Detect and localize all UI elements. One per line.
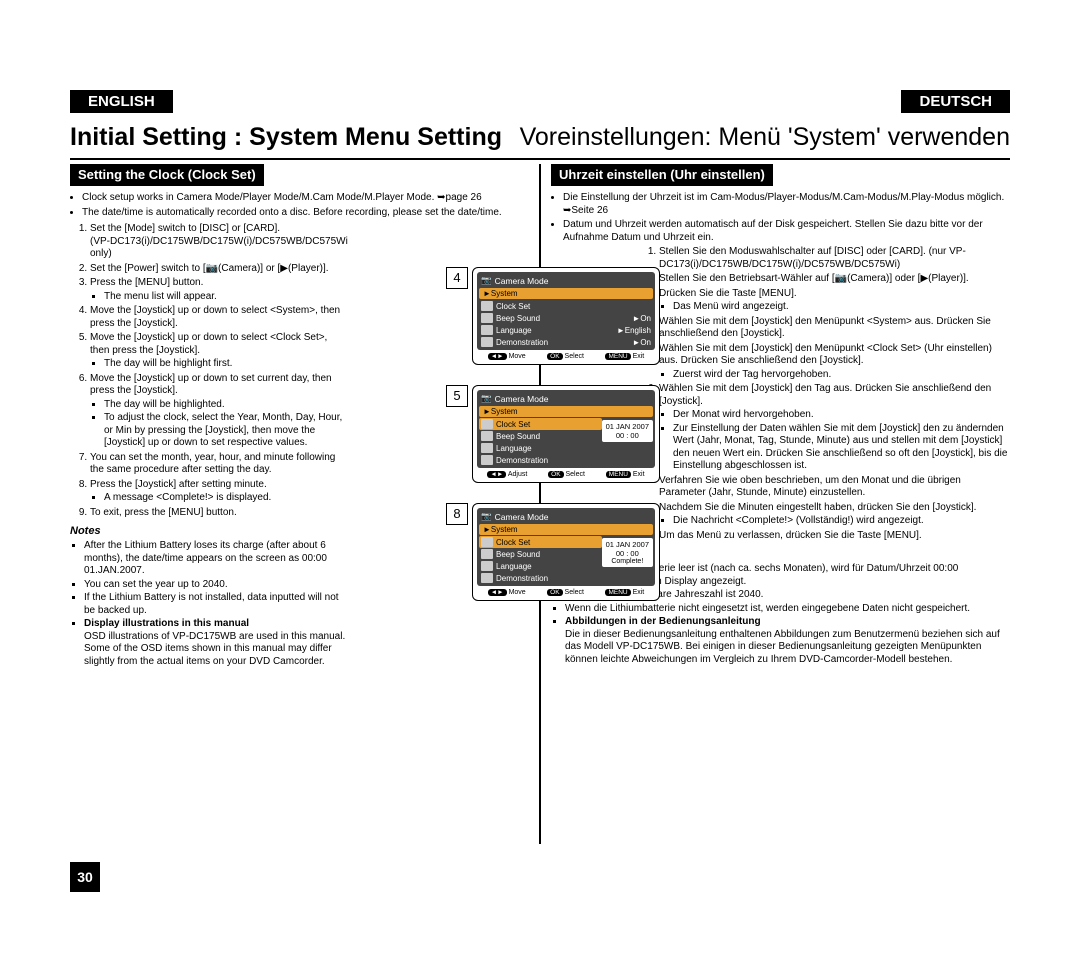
lcd-4: 📷Camera Mode ►System Clock Set Beep Soun… — [472, 267, 660, 365]
en-s5b: The day will be highlight first. — [104, 358, 349, 371]
en-n1: After the Lithium Battery loses its char… — [84, 540, 349, 578]
de-s9a: Um das Menü zu verlassen, drücken Sie di… — [659, 530, 1010, 543]
en-s4a: Move the [Joystick] up or down to select… — [90, 305, 349, 330]
language-header: ENGLISH DEUTSCH — [70, 90, 1010, 113]
de-s3b: Das Menü wird angezeigt. — [673, 301, 1010, 314]
page-titles: Initial Setting : System Menu Setting Vo… — [70, 117, 1010, 160]
en-s3b: The menu list will appear. — [104, 291, 349, 304]
screen-num-8: 8 — [446, 503, 468, 525]
en-s6a: Move the [Joystick] up or down to set cu… — [90, 373, 332, 397]
page-number: 30 — [70, 862, 100, 892]
en-n3: If the Lithium Battery is not installed,… — [84, 592, 349, 617]
de-intro1: Die Einstellung der Uhrzeit ist im Cam-M… — [563, 192, 1010, 217]
screen-num-5: 5 — [446, 385, 468, 407]
en-s6c: To adjust the clock, select the Year, Mo… — [104, 412, 349, 450]
de-intro2: Datum und Uhrzeit werden automatisch auf… — [563, 219, 1010, 244]
de-s1a: Stellen Sie den Moduswahlschalter auf [D… — [659, 246, 1010, 271]
section-de: Uhrzeit einstellen (Uhr einstellen) — [551, 164, 773, 186]
de-s6b: Der Monat wird hervorgehoben. — [673, 409, 1010, 422]
de-s2a: Stellen Sie den Betriebsart-Wähler auf [… — [659, 273, 1010, 286]
en-s8a: Press the [Joystick] after setting minut… — [90, 479, 267, 490]
lcd-screenshots: 4 📷Camera Mode ►System Clock Set Beep So… — [472, 267, 662, 621]
title-en: Initial Setting : System Menu Setting — [70, 117, 502, 158]
en-s1a: Set the [Mode] switch to [DISC] or [CARD… — [90, 223, 280, 234]
de-s6a: Wählen Sie mit dem [Joystick] den Tag au… — [659, 383, 991, 407]
de-s6c: Zur Einstellung der Daten wählen Sie mit… — [673, 423, 1010, 473]
en-s5a: Move the [Joystick] up or down to select… — [90, 332, 327, 356]
de-s7a: Verfahren Sie wie oben beschrieben, um d… — [659, 475, 1010, 500]
title-de: Voreinstellungen: Menü 'System' verwende… — [520, 117, 1010, 158]
de-s8a: Nachdem Sie die Minuten eingestellt habe… — [659, 502, 976, 513]
en-s6b: The day will be highlighted. — [104, 399, 349, 412]
de-s5a: Wählen Sie mit dem [Joystick] den Menüpu… — [659, 343, 992, 367]
en-s9a: To exit, press the [MENU] button. — [90, 507, 349, 520]
screen-num-4: 4 — [446, 267, 468, 289]
en-n4hdr: Display illustrations in this manual — [84, 618, 249, 629]
de-s4a: Wählen Sie mit dem [Joystick] den Menüpu… — [659, 316, 1010, 341]
de-n4: Die in dieser Bedienungsanleitung enthal… — [565, 629, 1000, 665]
en-s1b: (VP-DC173(i)/DC175WB/DC175W(i)/DC575WB/D… — [90, 236, 348, 260]
en-s7a: You can set the month, year, hour, and m… — [90, 452, 349, 477]
de-s5b: Zuerst wird der Tag hervorgehoben. — [673, 369, 1010, 382]
en-intro1: Clock setup works in Camera Mode/Player … — [82, 192, 529, 205]
en-intro2: The date/time is automatically recorded … — [82, 207, 529, 220]
lang-english: ENGLISH — [70, 90, 173, 113]
section-en: Setting the Clock (Clock Set) — [70, 164, 264, 186]
en-n2: You can set the year up to 2040. — [84, 579, 349, 592]
en-notes-hdr: Notes — [70, 525, 349, 539]
en-s2a: Set the [Power] switch to [📷(Camera)] or… — [90, 263, 349, 276]
en-s8b: A message <Complete!> is displayed. — [104, 492, 349, 505]
lang-deutsch: DEUTSCH — [901, 90, 1010, 113]
en-n4: OSD illustrations of VP-DC175WB are used… — [84, 631, 345, 667]
en-s3a: Press the [MENU] button. — [90, 277, 203, 288]
lcd-5: 📷Camera Mode ►System Clock Set Beep Soun… — [472, 385, 660, 483]
de-s8b: Die Nachricht <Complete!> (Vollständig!)… — [673, 515, 1010, 528]
lcd-8: 📷Camera Mode ►System Clock Set Beep Soun… — [472, 503, 660, 601]
de-s3a: Drücken Sie die Taste [MENU]. — [659, 288, 797, 299]
